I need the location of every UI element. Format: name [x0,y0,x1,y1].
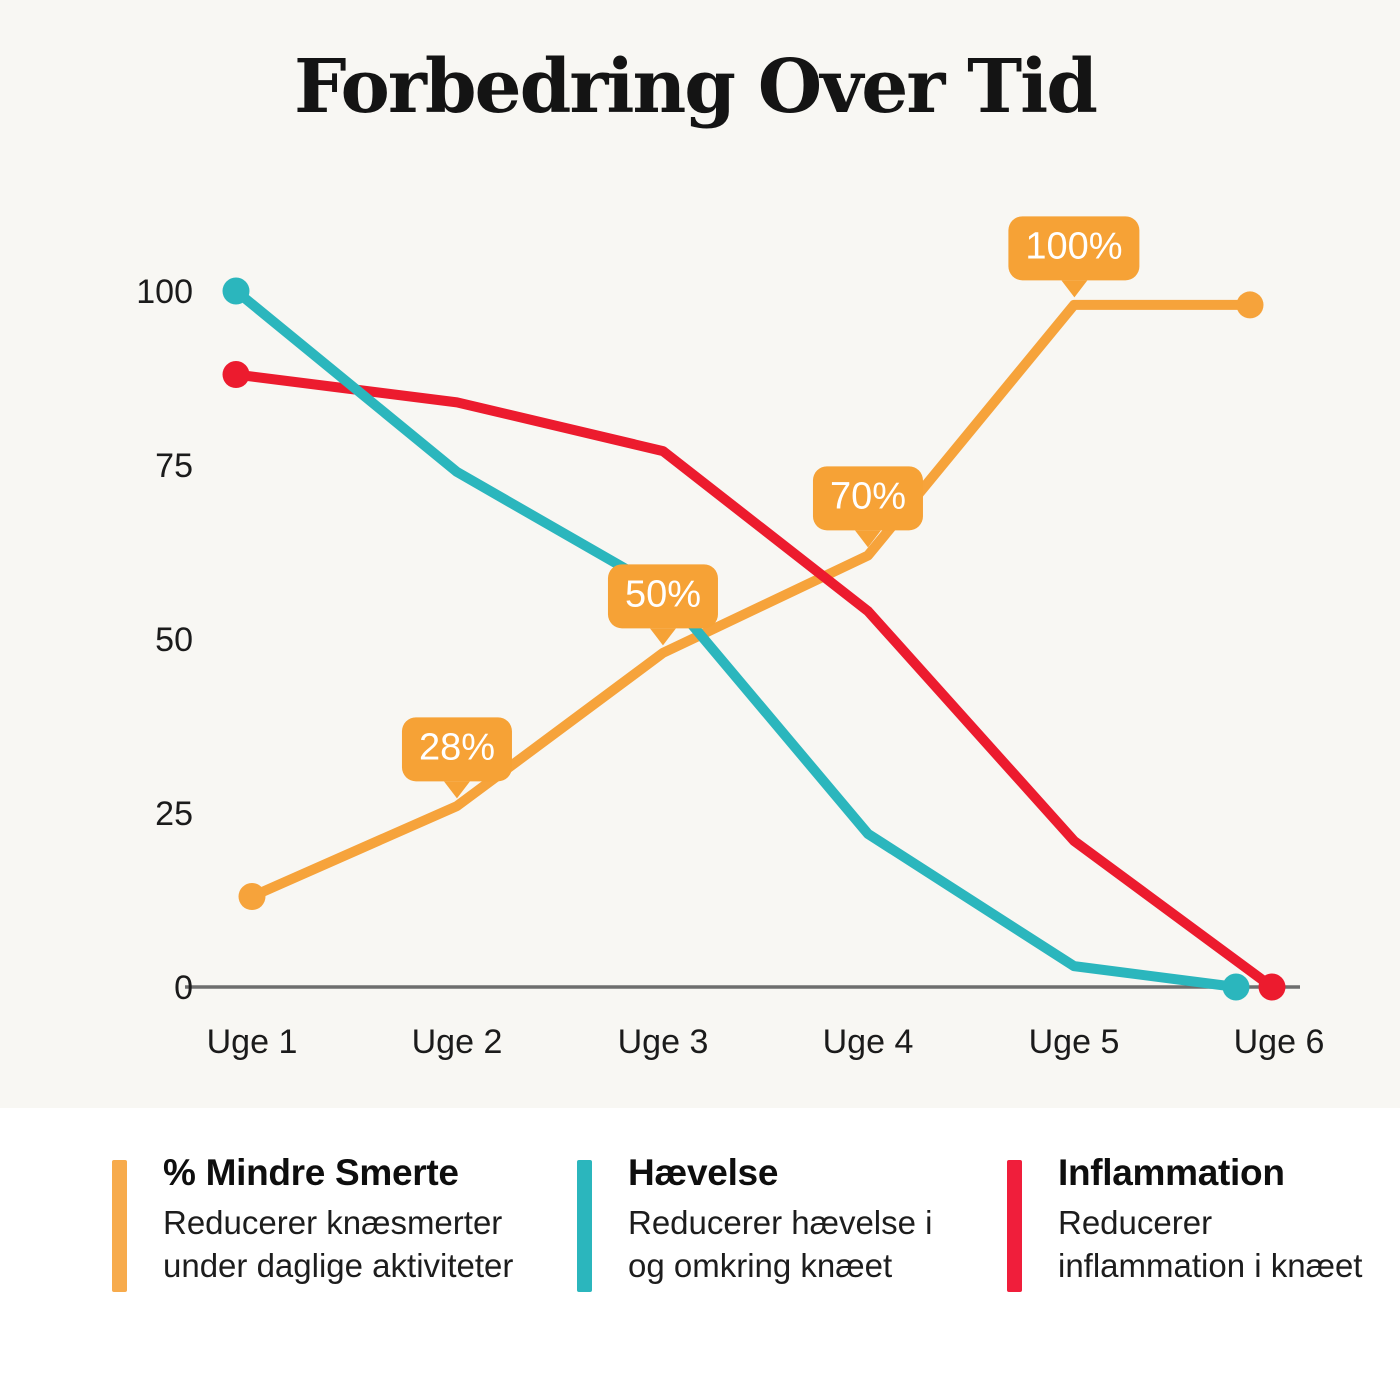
x-tick-label: Uge 3 [618,1023,709,1061]
data-callout: 100% [1008,216,1140,280]
legend-title: % Mindre Smerte [163,1152,459,1193]
legend-swatch-teal [577,1160,592,1292]
legend-item-haevelse: Hævelse Reducerer hævelse i og omkring k… [577,1152,933,1292]
x-tick-label: Uge 6 [1234,1023,1325,1061]
series-line-2 [231,369,1277,992]
series-end-dot-1 [1222,973,1250,1001]
y-tick-label: 100 [136,273,193,311]
series-end-dot-0 [1236,291,1264,319]
series-line-0 [247,299,1255,902]
legend: % Mindre Smerte Reducerer knæsmerter und… [0,1108,1400,1400]
series-start-dot-0 [238,883,266,911]
legend-swatch-orange [112,1160,127,1292]
chart-title: Forbedring Over Tid [293,44,1098,130]
legend-description: Reducerer hævelse i og omkring knæet [628,1204,933,1284]
legend-description: Reducerer inflammation i knæet [1058,1204,1363,1284]
legend-title: Inflammation [1058,1152,1285,1193]
x-tick-label: Uge 2 [412,1023,503,1061]
x-tick-label: Uge 5 [1029,1023,1120,1061]
line-chart: 0 25 50 75 100 Uge 1 Uge 2 Uge 3 Uge 4 Uge 5 Uge 6 [136,273,1325,1061]
legend-description: Reducerer knæsmerter under daglige aktiv… [163,1204,514,1284]
legend-title: Hævelse [628,1152,779,1193]
series-line-1 [231,286,1241,992]
series-start-dot-1 [222,277,250,305]
data-callout: 50% [607,564,719,628]
legend-swatch-red [1007,1160,1022,1292]
y-tick-label: 75 [155,447,193,485]
series-start-dot-2 [222,361,250,389]
data-callout: 28% [401,717,513,782]
legend-item-inflammation: Inflammation Reducerer inflammation i kn… [1007,1152,1363,1292]
x-tick-label: Uge 1 [207,1023,298,1061]
series-end-dot-2 [1258,973,1286,1001]
y-tick-label: 25 [155,795,193,833]
x-tick-label: Uge 4 [823,1023,914,1061]
data-callout: 70% [812,466,924,531]
y-tick-label: 50 [155,621,193,659]
line-chart-area: 0 25 50 75 100 Uge 1 Uge 2 Uge 3 Uge 4 Uge 5 Uge 6… [0,0,1400,1110]
legend-item-mindre-smerte: % Mindre Smerte Reducerer knæsmerter und… [112,1152,514,1292]
y-tick-label: 0 [174,969,193,1007]
